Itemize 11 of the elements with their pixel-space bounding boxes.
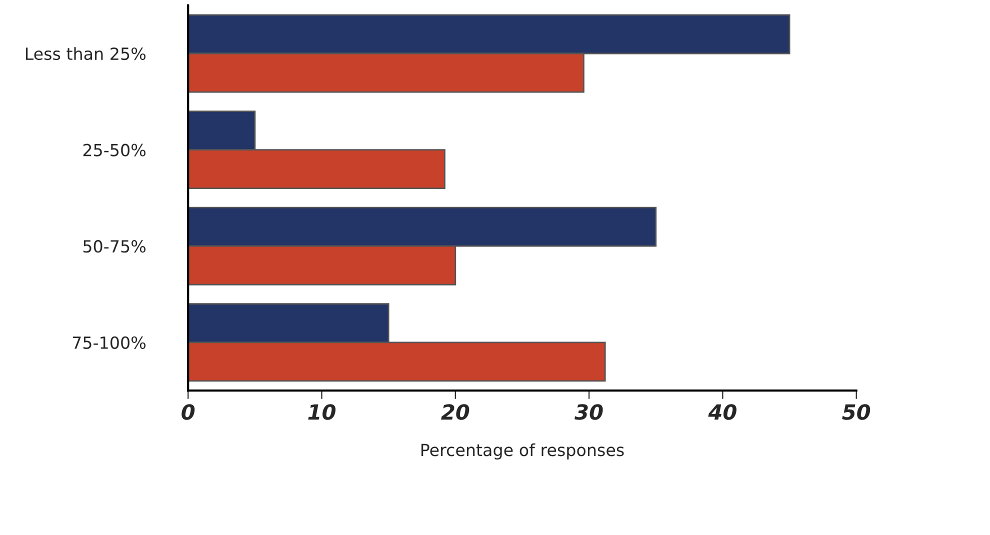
x-tick-label: 40 [708, 404, 736, 420]
x-tick-label: 10 [308, 404, 336, 420]
y-tick-label: 25-50% [83, 144, 146, 156]
x-tick-label: 50 [842, 404, 870, 420]
y-tick-label: 50-75% [83, 240, 146, 253]
y-tick-label: Less than 25% [26, 47, 146, 60]
x-axis-title: Percentage of responses [421, 443, 624, 460]
x-tick-label: 0 [182, 404, 195, 420]
x-tick-label: 30 [574, 404, 603, 420]
y-tick-label: 75-100% [72, 336, 146, 349]
x-tick-label: 20 [441, 404, 470, 420]
